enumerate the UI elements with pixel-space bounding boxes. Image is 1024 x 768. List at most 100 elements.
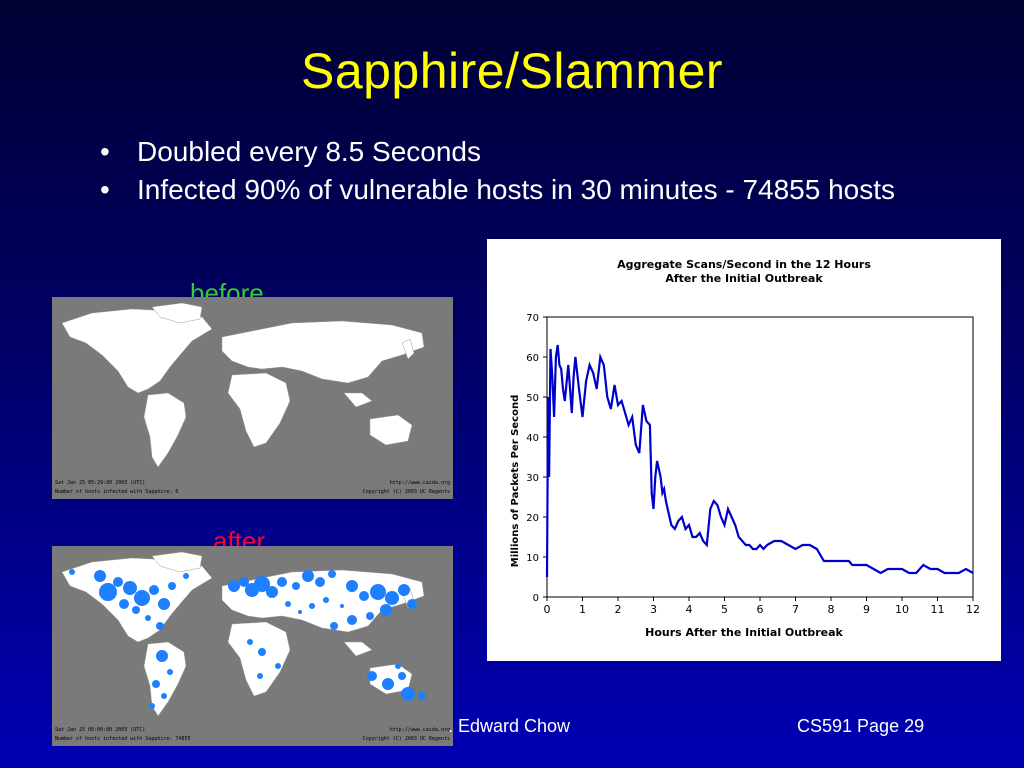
map-infected-count: Number of hosts infected with Sapphire: …: [55, 489, 179, 495]
infection-marker: [292, 582, 300, 590]
infection-marker: [123, 581, 137, 595]
infection-marker: [113, 577, 123, 587]
bullet-text: Infected 90% of vulnerable hosts in 30 m…: [137, 174, 896, 205]
map-copyright: Copyright (C) 2003 UC Regents: [362, 736, 450, 742]
map-copyright: Copyright (C) 2003 UC Regents: [362, 489, 450, 495]
infection-marker: [385, 591, 399, 605]
x-tick-label: 9: [863, 603, 870, 616]
map-timestamp: Sat Jan 25 06:00:00 2003 (UTC): [55, 727, 146, 733]
x-tick-label: 6: [757, 603, 764, 616]
infection-marker: [418, 692, 426, 700]
bullet-item: • Doubled every 8.5 Seconds: [100, 136, 900, 168]
infection-marker: [152, 680, 160, 688]
x-axis-label: Hours After the Initial Outbreak: [645, 626, 843, 639]
chart-title: Aggregate Scans/Second in the 12 Hours: [617, 258, 871, 271]
infection-marker: [285, 601, 291, 607]
footer-page-number: CS591 Page 29: [797, 716, 925, 736]
x-tick-label: 2: [615, 603, 622, 616]
x-tick-label: 0: [544, 603, 551, 616]
world-map-after-land: [61, 551, 426, 717]
infection-marker: [258, 648, 266, 656]
infection-marker: [228, 580, 240, 592]
bullet-marker: •: [100, 136, 110, 167]
x-tick-label: 1: [579, 603, 586, 616]
x-tick-label: 5: [721, 603, 728, 616]
infection-marker: [149, 585, 159, 595]
y-tick-label: 10: [526, 553, 539, 564]
infection-marker: [132, 606, 140, 614]
infection-marker: [156, 650, 168, 662]
x-tick-label: 11: [931, 603, 945, 616]
map-timestamp: Sat Jan 25 05:29:00 2003 (UTC): [55, 480, 146, 486]
infection-markers: [69, 569, 426, 709]
infection-marker: [330, 622, 338, 630]
infection-marker: [247, 639, 253, 645]
world-map-before: Sat Jan 25 05:29:00 2003 (UTC) http://ww…: [52, 297, 453, 499]
infection-marker: [239, 577, 249, 587]
y-tick-label: 30: [526, 473, 539, 484]
infection-marker: [257, 673, 263, 679]
y-tick-label: 0: [533, 593, 539, 604]
infection-marker: [69, 569, 75, 575]
chart-subtitle: After the Initial Outbreak: [665, 272, 823, 285]
series-line: [545, 344, 974, 578]
infection-marker: [145, 615, 151, 621]
world-map-before-land: [61, 302, 425, 468]
infection-marker: [309, 603, 315, 609]
infection-marker: [401, 687, 415, 701]
chart-svg: Aggregate Scans/Second in the 12 Hours A…: [510, 258, 980, 639]
infection-marker: [346, 580, 358, 592]
map-source-url: http://www.caida.org: [389, 480, 450, 486]
infection-marker: [323, 597, 329, 603]
infection-marker: [266, 586, 278, 598]
infection-marker: [275, 663, 281, 669]
infection-marker: [315, 577, 325, 587]
infection-marker: [167, 669, 173, 675]
y-tick-label: 50: [526, 393, 539, 404]
y-tick-label: 40: [526, 433, 539, 444]
infection-marker: [367, 671, 377, 681]
infection-marker: [395, 663, 401, 669]
infection-marker: [382, 678, 394, 690]
infection-marker: [359, 591, 369, 601]
map-source-url: http://www.caida.org: [389, 727, 450, 733]
infection-marker: [347, 615, 357, 625]
infection-marker: [380, 604, 392, 616]
infection-marker: [398, 584, 410, 596]
infection-marker: [302, 570, 314, 582]
infection-marker: [134, 590, 150, 606]
y-tick-label: 70: [526, 313, 539, 324]
infection-marker: [156, 622, 164, 630]
x-tick-label: 10: [895, 603, 909, 616]
map-caption: Sat Jan 25 06:00:00 2003 (UTC) http://ww…: [52, 722, 453, 746]
x-tick-label: 8: [828, 603, 835, 616]
infection-marker: [94, 570, 106, 582]
scan-rate-chart: Aggregate Scans/Second in the 12 Hours A…: [487, 239, 1001, 661]
y-tick-label: 60: [526, 353, 539, 364]
infection-marker: [161, 693, 167, 699]
y-tick-label: 20: [526, 513, 539, 524]
infection-marker: [183, 573, 189, 579]
infection-marker: [99, 583, 117, 601]
map-caption: Sat Jan 25 05:29:00 2003 (UTC) http://ww…: [52, 475, 453, 499]
infection-marker: [277, 577, 287, 587]
bullet-marker: •: [100, 174, 110, 205]
infection-marker: [158, 598, 170, 610]
bullet-text: Doubled every 8.5 Seconds: [137, 136, 481, 167]
infection-marker: [119, 599, 129, 609]
bullet-list: • Doubled every 8.5 Seconds • Infected 9…: [100, 136, 900, 212]
x-tick-label: 12: [966, 603, 980, 616]
infection-marker: [398, 672, 406, 680]
infection-marker: [328, 570, 336, 578]
infection-marker: [168, 582, 176, 590]
infection-marker: [340, 604, 344, 608]
slide-title: Sapphire/Slammer: [300, 43, 724, 99]
y-axis-label: Millions of Packets Per Second: [510, 395, 521, 568]
plot-frame: [546, 316, 974, 598]
x-tick-label: 7: [792, 603, 799, 616]
infection-marker: [254, 576, 270, 592]
infection-marker: [149, 703, 155, 709]
infection-marker: [298, 610, 302, 614]
map-infected-count: Number of hosts infected with Sapphire: …: [55, 736, 191, 742]
infection-marker: [366, 612, 374, 620]
